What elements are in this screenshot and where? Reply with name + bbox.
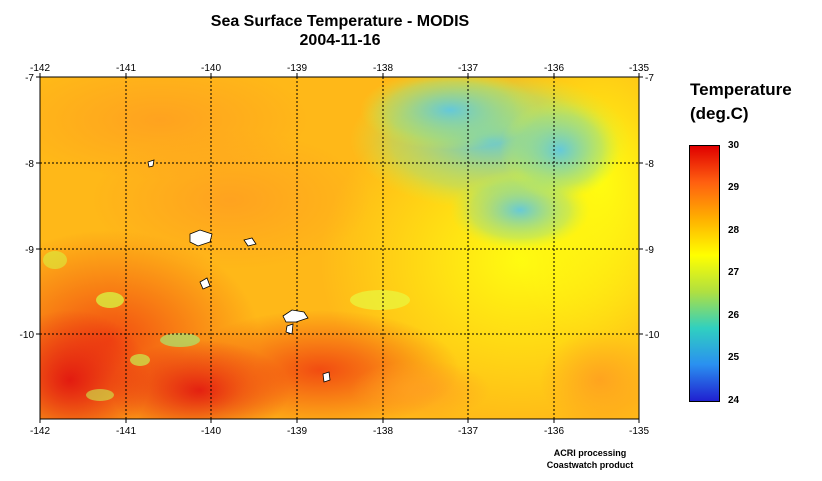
lon-label-bottom: -139: [287, 426, 307, 437]
credit-processing: ACRI processing: [553, 448, 627, 458]
lat-label-right: -10: [645, 330, 660, 341]
graticule: [40, 77, 639, 419]
lon-label-bottom: -135: [629, 426, 649, 437]
lon-label-bottom: -140: [201, 426, 221, 437]
temperature-field: [40, 77, 639, 419]
lat-label-right: -8: [645, 159, 654, 170]
lon-label-top: -137: [458, 63, 478, 74]
colorbar-tick: 24: [728, 395, 740, 406]
islands: [147, 159, 331, 383]
lon-label-bottom: -142: [30, 426, 50, 437]
map-frame: [39, 76, 640, 420]
lat-label-left: -9: [25, 245, 34, 256]
map-title: Sea Surface Temperature - MODIS: [210, 13, 470, 30]
map-date: 2004-11-16: [299, 32, 381, 49]
colorbar-tick: 26: [728, 310, 740, 321]
lon-label-top: -141: [116, 63, 136, 74]
lon-label-top: -136: [544, 63, 564, 74]
axis-ticks: [36, 73, 643, 423]
lat-label-right: -9: [645, 245, 654, 256]
colorbar-tick: 28: [728, 225, 740, 236]
colorbar-tick: 25: [728, 352, 740, 363]
lon-label-top: -138: [373, 63, 393, 74]
colorbar-tick: 27: [728, 267, 740, 278]
legend-title-line1: Temperature: [690, 80, 792, 99]
lon-label-bottom: -136: [544, 426, 564, 437]
colorbar-tick: 29: [728, 182, 740, 193]
lon-label-top: -139: [287, 63, 307, 74]
lat-label-left: -8: [25, 159, 34, 170]
lon-label-bottom: -138: [373, 426, 393, 437]
lat-label-right: -7: [645, 73, 654, 84]
lon-label-top: -142: [30, 63, 50, 74]
lat-label-left: -10: [20, 330, 35, 341]
lon-label-top: -135: [629, 63, 649, 74]
colorbar: [689, 145, 720, 402]
lon-label-bottom: -141: [116, 426, 136, 437]
lat-label-left: -7: [25, 73, 34, 84]
colorbar-tick: 30: [728, 140, 740, 151]
legend-title: Temperature (deg.C): [690, 78, 792, 126]
credit-product: Coastwatch product: [546, 460, 634, 470]
lon-label-top: -140: [201, 63, 221, 74]
legend-title-line2: (deg.C): [690, 104, 749, 123]
lon-label-bottom: -137: [458, 426, 478, 437]
